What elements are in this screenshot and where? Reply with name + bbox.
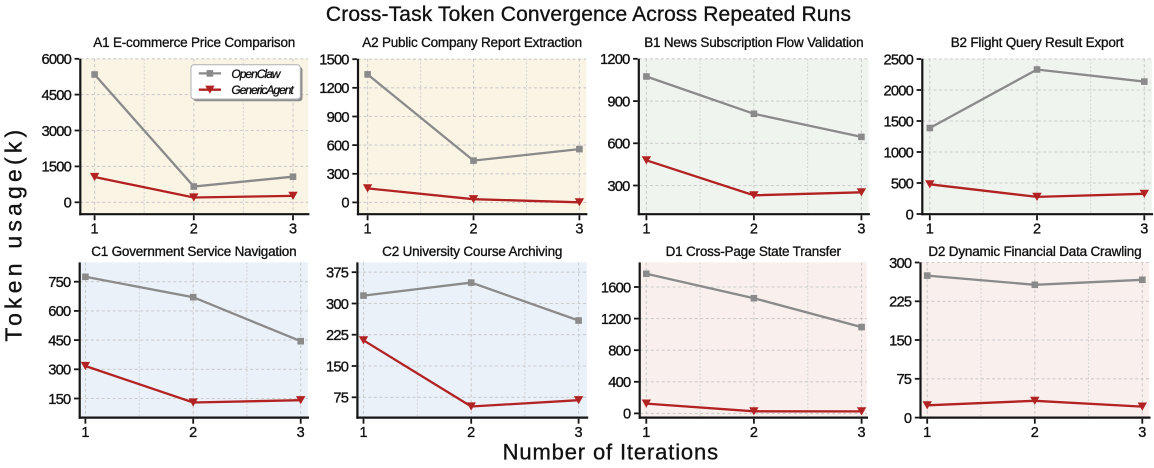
- svg-text:0: 0: [904, 411, 912, 427]
- svg-text:1: 1: [364, 222, 372, 238]
- svg-text:900: 900: [327, 110, 350, 126]
- svg-text:2: 2: [469, 222, 477, 238]
- svg-text:1: 1: [926, 222, 934, 238]
- svg-text:3: 3: [857, 222, 865, 238]
- svg-text:1500: 1500: [319, 53, 349, 69]
- svg-text:300: 300: [327, 167, 350, 183]
- svg-text:1: 1: [91, 222, 99, 238]
- svg-text:OpenClaw: OpenClaw: [231, 67, 281, 81]
- svg-text:1600: 1600: [601, 280, 631, 296]
- svg-text:Cross-Task Token Convergence A: Cross-Task Token Convergence Across Repe…: [326, 3, 851, 26]
- svg-text:1000: 1000: [884, 145, 914, 161]
- svg-text:Token usage(k): Token usage(k): [1, 126, 27, 342]
- svg-text:2: 2: [750, 222, 758, 238]
- svg-text:2500: 2500: [884, 52, 914, 68]
- svg-text:600: 600: [327, 138, 350, 154]
- svg-text:A1 E-commerce Price Comparison: A1 E-commerce Price Comparison: [93, 35, 295, 50]
- svg-text:300: 300: [48, 363, 71, 379]
- svg-text:0: 0: [64, 196, 72, 212]
- svg-text:4500: 4500: [42, 88, 72, 104]
- svg-text:B2 Flight Query Result Export: B2 Flight Query Result Export: [951, 35, 1124, 50]
- svg-text:2: 2: [190, 222, 198, 238]
- svg-text:300: 300: [889, 256, 912, 272]
- svg-text:3: 3: [575, 222, 583, 238]
- svg-text:1200: 1200: [319, 81, 349, 97]
- svg-text:225: 225: [326, 328, 349, 344]
- svg-text:C1 Government Service Navigati: C1 Government Service Navigation: [91, 244, 296, 259]
- svg-text:800: 800: [608, 344, 631, 360]
- svg-text:2000: 2000: [884, 83, 914, 99]
- svg-text:1: 1: [642, 222, 650, 238]
- svg-text:1: 1: [923, 425, 931, 441]
- svg-text:1200: 1200: [600, 52, 630, 68]
- svg-text:1: 1: [81, 425, 89, 441]
- svg-text:900: 900: [607, 94, 630, 110]
- svg-text:2: 2: [1031, 425, 1039, 441]
- svg-text:2: 2: [467, 425, 475, 441]
- svg-text:150: 150: [889, 333, 912, 349]
- svg-text:3: 3: [575, 425, 583, 441]
- svg-text:1500: 1500: [42, 160, 72, 176]
- svg-text:150: 150: [326, 359, 349, 375]
- svg-text:6000: 6000: [42, 52, 72, 68]
- svg-text:150: 150: [48, 392, 71, 408]
- svg-text:3: 3: [1138, 425, 1146, 441]
- svg-text:3000: 3000: [42, 124, 72, 140]
- svg-text:0: 0: [623, 407, 631, 423]
- svg-text:3: 3: [297, 425, 305, 441]
- svg-text:600: 600: [48, 304, 71, 320]
- svg-text:450: 450: [48, 333, 71, 349]
- svg-text:3: 3: [1140, 222, 1148, 238]
- svg-text:75: 75: [896, 372, 911, 388]
- svg-text:500: 500: [891, 176, 914, 192]
- svg-text:D1 Cross-Page State Transfer: D1 Cross-Page State Transfer: [666, 244, 842, 259]
- svg-text:0: 0: [906, 207, 914, 223]
- svg-text:C2 University Course Archiving: C2 University Course Archiving: [382, 244, 562, 259]
- svg-text:1200: 1200: [601, 312, 631, 328]
- svg-text:400: 400: [608, 375, 631, 391]
- svg-text:Number of Iterations: Number of Iterations: [503, 440, 719, 465]
- svg-text:2: 2: [189, 425, 197, 441]
- svg-text:225: 225: [889, 295, 912, 311]
- svg-text:3: 3: [858, 425, 866, 441]
- svg-text:GenericAgent: GenericAgent: [231, 83, 294, 97]
- svg-text:B1 News Subscription Flow Vali: B1 News Subscription Flow Validation: [644, 35, 863, 50]
- svg-text:75: 75: [333, 391, 348, 407]
- svg-text:2: 2: [750, 425, 758, 441]
- svg-text:D2 Dynamic Financial Data Craw: D2 Dynamic Financial Data Crawling: [928, 244, 1141, 259]
- svg-text:300: 300: [326, 297, 349, 313]
- svg-text:375: 375: [326, 266, 349, 282]
- svg-text:0: 0: [341, 196, 349, 212]
- svg-text:1500: 1500: [884, 114, 914, 130]
- svg-text:750: 750: [48, 275, 71, 291]
- svg-text:2: 2: [1033, 222, 1041, 238]
- svg-text:1: 1: [642, 425, 650, 441]
- svg-text:3: 3: [289, 222, 297, 238]
- svg-text:A2 Public Company Report Extra: A2 Public Company Report Extraction: [362, 35, 582, 50]
- svg-text:1: 1: [359, 425, 367, 441]
- svg-text:300: 300: [607, 179, 630, 195]
- svg-text:600: 600: [607, 137, 630, 153]
